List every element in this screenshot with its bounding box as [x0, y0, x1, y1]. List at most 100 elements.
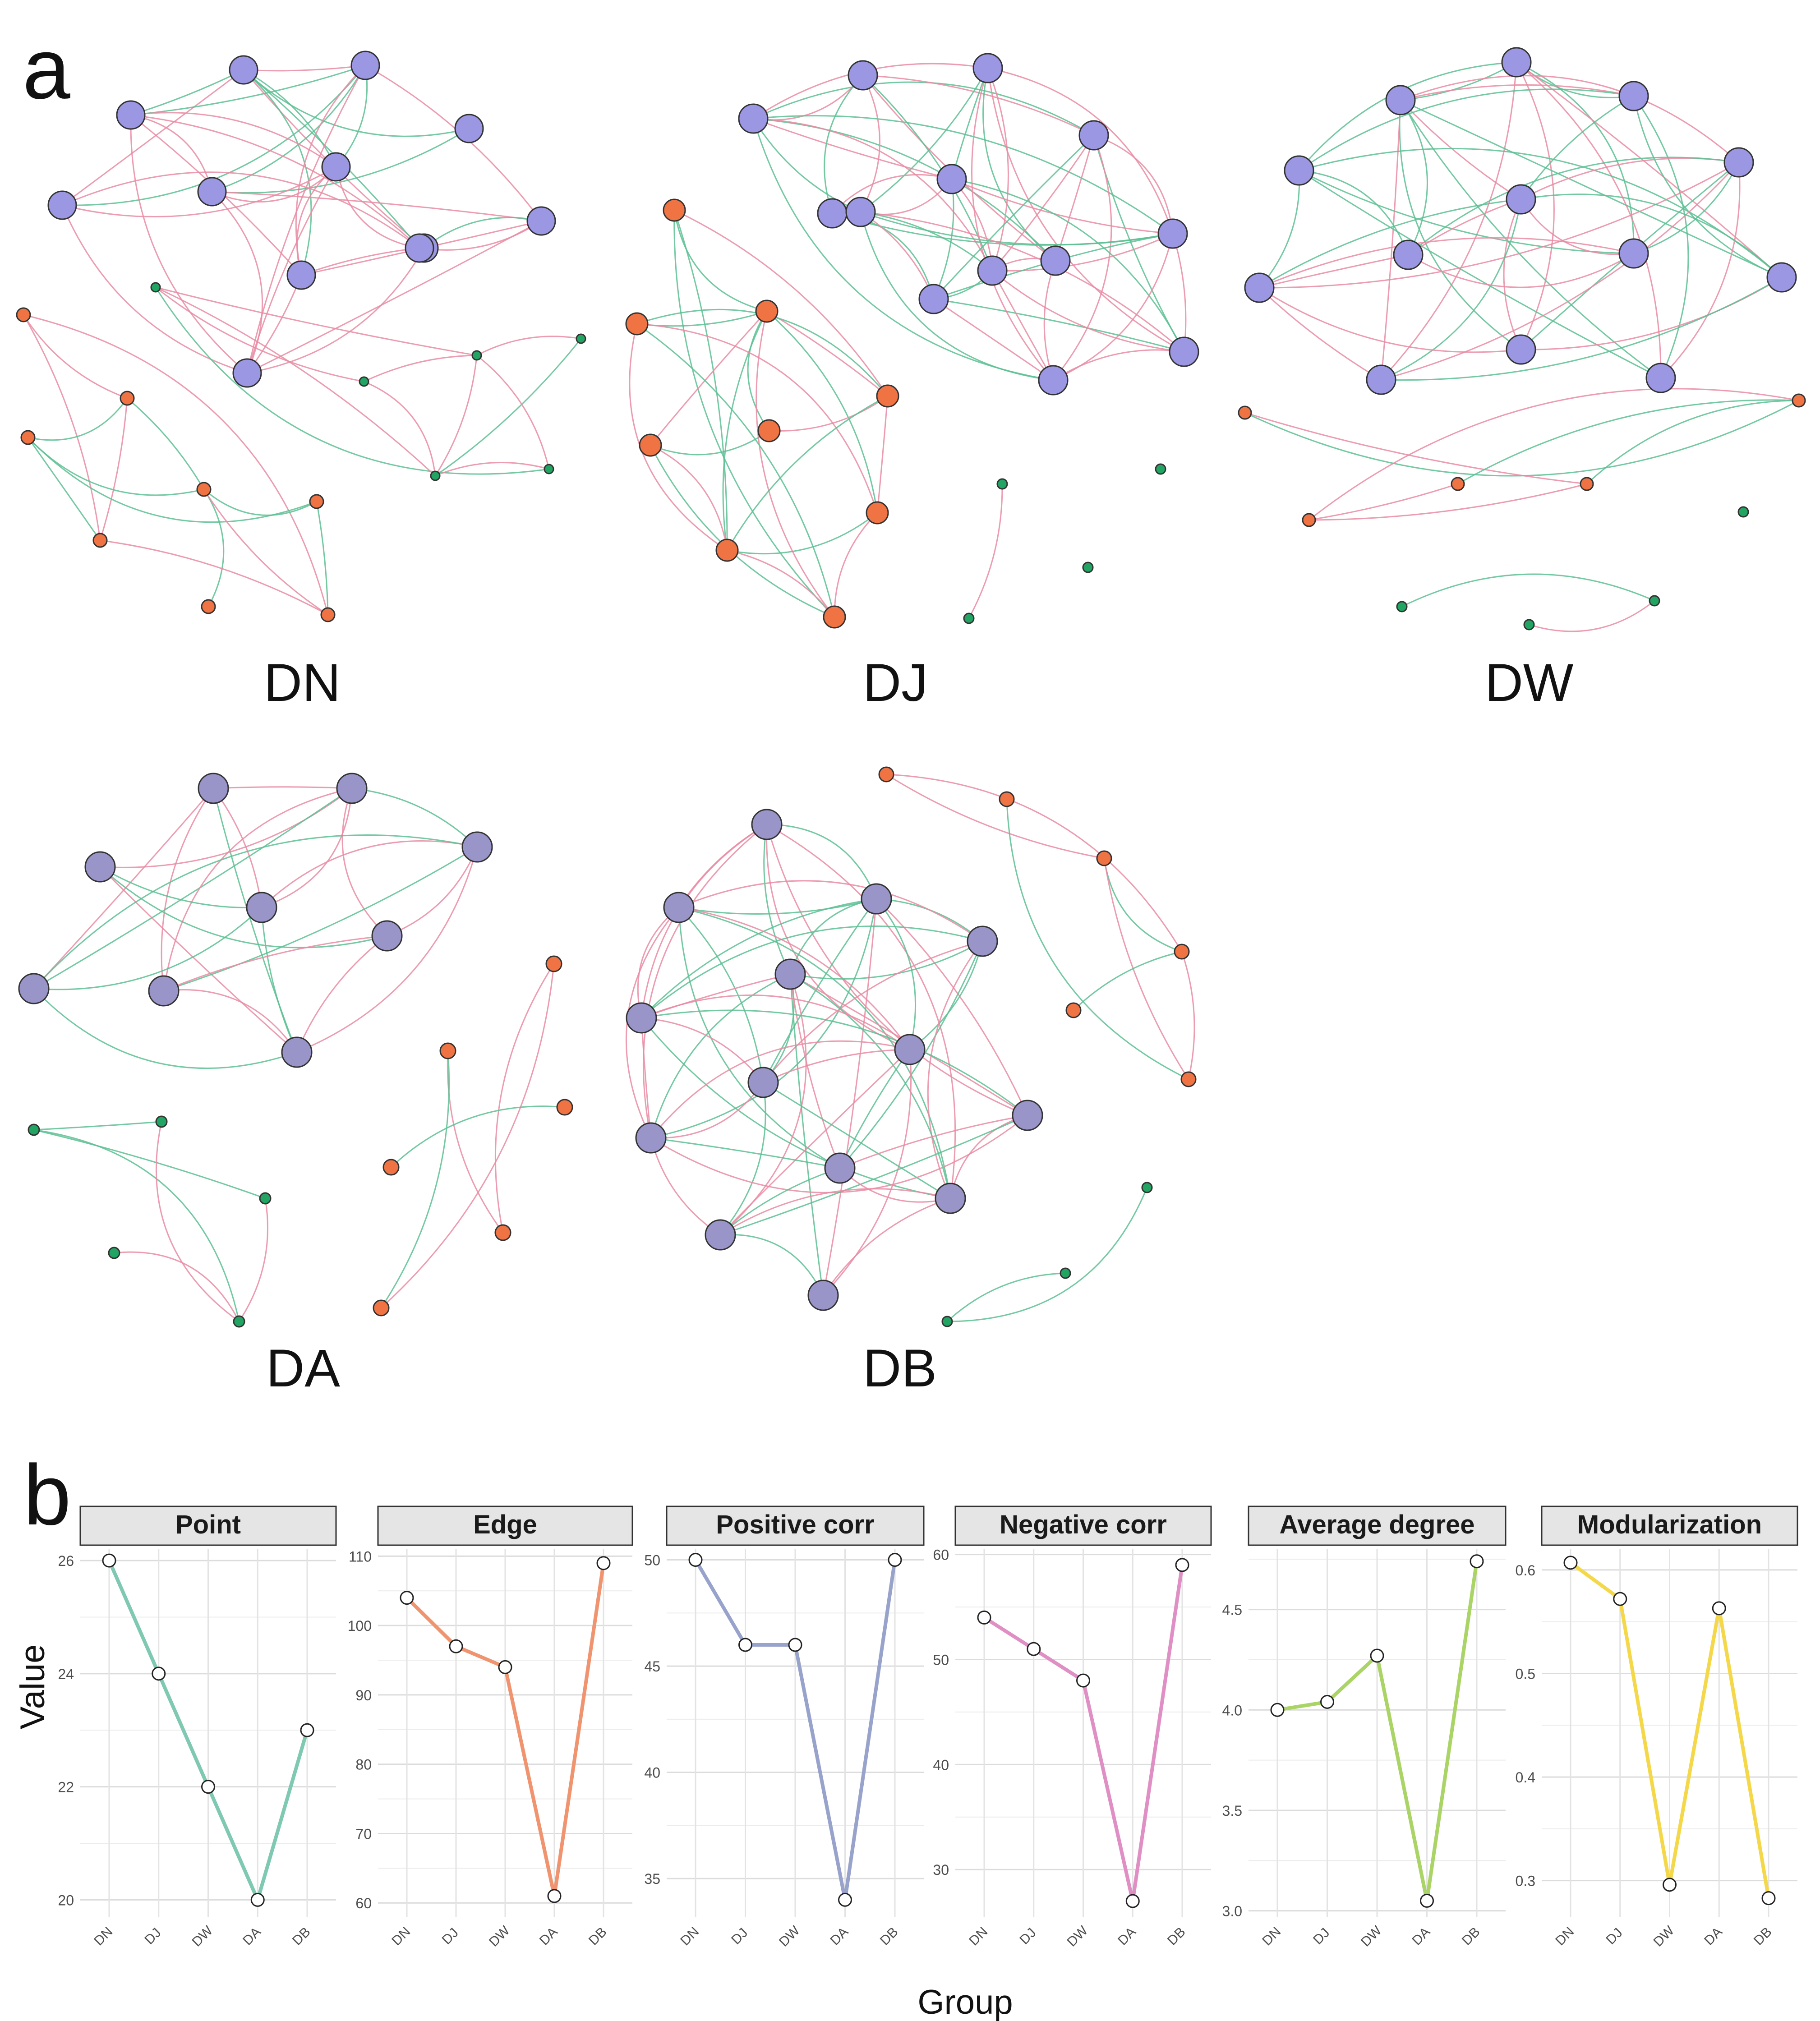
ytick-label-average-degree: 4.0: [1222, 1702, 1242, 1718]
node-1-large-8: [918, 284, 949, 314]
data-point-positive-corr-dj: [738, 1638, 752, 1652]
node-3-large-5: [371, 920, 403, 952]
ytick-label-modularization: 0.6: [1516, 1562, 1535, 1579]
edge-2-large: [1299, 170, 1409, 255]
edge-4-large: [949, 1114, 1028, 1199]
data-point-edge-dw: [498, 1660, 512, 1674]
edge-1-large: [860, 68, 989, 213]
data-point-average-degree-dw: [1370, 1648, 1384, 1663]
edge-4-large: [678, 907, 911, 1050]
edge-4-large: [839, 1167, 951, 1203]
data-point-positive-corr-db: [888, 1553, 902, 1567]
data-point-modularization-dj: [1613, 1592, 1627, 1606]
edge-4-large: [641, 1009, 1028, 1116]
node-0-small-1: [576, 333, 586, 344]
ytick-label-average-degree: 3.5: [1222, 1803, 1242, 1819]
data-point-point-dn: [102, 1553, 116, 1568]
edge-1-large: [824, 74, 864, 214]
ytick-label-negative-corr: 60: [933, 1547, 949, 1563]
edge-1-large: [987, 67, 1174, 234]
node-4-large-11: [935, 1183, 966, 1214]
edge-4-mid: [1103, 858, 1182, 953]
edge-2-large: [1400, 61, 1517, 101]
series-line-edge-0: [405, 1596, 458, 1648]
edge-3-large: [163, 787, 352, 991]
edge-1-large: [1053, 349, 1184, 381]
edge-4-large: [720, 1114, 1028, 1236]
node-0-large-7: [526, 206, 556, 236]
edge-4-large: [720, 1167, 840, 1236]
edge-2-large: [1516, 62, 1555, 350]
edge-4-large: [766, 824, 1028, 1116]
node-0-small-4: [544, 464, 554, 474]
edge-4-large: [640, 1017, 951, 1199]
data-point-negative-corr-db: [1175, 1558, 1189, 1572]
xtick-label-average-degree-db: DB: [1459, 1924, 1483, 1948]
network-label-dj: DJ: [862, 653, 928, 713]
facet-positive-corr: Positive corr 35 40 45 50 DN DJ DW DA DB: [644, 1505, 925, 1950]
node-2-large-4: [1723, 147, 1754, 178]
node-0-large-3: [454, 114, 484, 143]
node-4-large-9: [635, 1122, 667, 1154]
edge-1-large: [987, 68, 1184, 353]
edge-0-mid: [316, 501, 329, 615]
xtick-label-point-da: DA: [240, 1924, 264, 1948]
edge-4-small: [946, 1272, 1066, 1322]
edge-2-large: [1381, 161, 1740, 381]
node-3-large-0: [198, 773, 229, 804]
panel-b-letter: b: [23, 1447, 71, 1543]
edge-0-large: [243, 64, 366, 72]
edge-2-large: [1520, 95, 1634, 200]
xtick-label-average-degree-dn: DN: [1259, 1924, 1284, 1948]
edge-3-large: [341, 788, 388, 937]
node-2-large-7: [1618, 238, 1649, 269]
edge-0-large: [365, 64, 542, 221]
edge-4-large: [822, 898, 877, 1296]
edge-0-large: [335, 166, 420, 249]
node-3-large-1: [336, 773, 368, 804]
series-line-edge-1: [454, 1644, 507, 1669]
edge-0-large: [246, 275, 302, 373]
edge-0-mid: [23, 314, 128, 399]
edge-3-large: [212, 788, 263, 908]
node-0-mid-1: [120, 391, 135, 406]
edge-0-mid: [23, 314, 101, 541]
edge-1-mid: [876, 396, 889, 513]
edge-1-mid: [756, 311, 835, 617]
edge-4-large: [637, 907, 679, 1018]
edge-4-large: [640, 824, 767, 1018]
panel-a: a DN DJ DW DA DB: [16, 26, 1806, 1395]
edge-4-large: [720, 1188, 951, 1236]
edge-4-large: [678, 824, 767, 908]
edge-2-large: [1380, 62, 1517, 381]
node-1-large-9: [1169, 336, 1199, 367]
node-1-small-3: [963, 612, 975, 624]
ytick-label-point: 24: [58, 1666, 74, 1682]
edge-0-large: [212, 128, 470, 194]
node-1-mid-2: [625, 312, 649, 336]
node-1-mid-0: [663, 198, 686, 222]
edge-2-large: [1258, 170, 1300, 288]
edge-1-large: [992, 270, 1184, 353]
node-2-mid-2: [1451, 477, 1465, 491]
edge-0-mid: [27, 437, 317, 523]
node-3-large-4: [246, 892, 277, 923]
edge-0-large: [247, 220, 542, 374]
ytick-label-positive-corr: 50: [644, 1552, 660, 1569]
series-line-negative-corr-2: [1081, 1679, 1135, 1903]
xtick-label-edge-dn: DN: [389, 1924, 413, 1948]
facet-point: Point 20 22 24 26 DN DJ DW DA DB: [58, 1505, 337, 1950]
node-4-large-12: [705, 1219, 736, 1251]
edge-1-mid: [834, 512, 878, 617]
edge-3-large: [100, 787, 352, 868]
node-1-large-11: [977, 255, 1008, 286]
data-point-edge-da: [547, 1889, 562, 1903]
edge-1-large: [1172, 233, 1187, 352]
edge-4-large: [763, 1049, 910, 1083]
node-2-large-9: [1766, 262, 1797, 293]
edge-0-large: [212, 65, 366, 193]
panel-b: b Value Group Point 20 22 24 26 DN DJ DW DA DB Edg…: [0, 1434, 1820, 2021]
edge-2-large: [1381, 276, 1782, 381]
facets: Point 20 22 24 26 DN DJ DW DA DB Edge 60 70 80 90 100 11…: [58, 1505, 1798, 1950]
edge-1-large: [860, 211, 1173, 246]
